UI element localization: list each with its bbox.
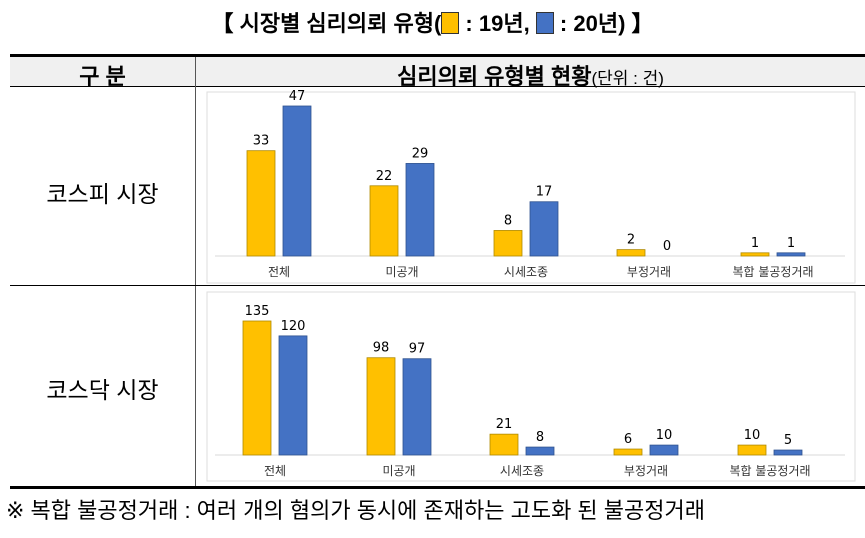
bar-20 — [773, 449, 803, 456]
category-label: 부정거래 — [624, 464, 668, 478]
category-label: 복합 불공정거래 — [732, 265, 813, 279]
data-label: 21 — [496, 417, 513, 432]
header-category: 구 분 — [79, 64, 126, 89]
data-label: 0 — [663, 239, 671, 254]
data-label: 120 — [281, 319, 306, 334]
data-label: 8 — [536, 430, 544, 445]
bar-19 — [740, 252, 770, 257]
category-label: 전체 — [268, 265, 290, 279]
data-label: 8 — [504, 213, 512, 228]
legend-swatch-20 — [535, 12, 554, 34]
bar-20 — [649, 444, 679, 456]
bar-19 — [366, 357, 396, 456]
data-label: 47 — [289, 89, 306, 104]
page-title: 【 시장별 심리의뢰 유형( : 19년, : 20년) 】 — [211, 11, 654, 36]
bar-19 — [493, 230, 523, 257]
bar-20 — [402, 358, 432, 456]
bar-19 — [489, 433, 519, 456]
category-label: 복합 불공정거래 — [729, 464, 810, 478]
data-label: 17 — [536, 185, 553, 200]
row-divider — [10, 285, 865, 286]
table-header — [10, 57, 865, 87]
data-label: 2 — [627, 233, 635, 248]
legend-swatch-19 — [441, 12, 460, 34]
bar-20 — [776, 252, 806, 257]
data-label: 29 — [412, 146, 429, 161]
category-label: 시세조종 — [500, 464, 544, 478]
header-status: 심리의뢰 유형별 현황(단위 : 건) — [397, 64, 664, 89]
data-label: 33 — [253, 134, 270, 149]
bar-19 — [242, 320, 272, 456]
bar-20 — [525, 446, 555, 456]
bar-19 — [616, 249, 646, 257]
bar-19 — [369, 185, 399, 257]
data-label: 97 — [409, 342, 426, 357]
summary-table: 구 분 심리의뢰 유형별 현황(단위 : 건) 코스피 시장 코스닥 시장 33… — [10, 54, 865, 489]
bar-19 — [613, 448, 643, 456]
column-divider — [195, 57, 196, 486]
category-label: 미공개 — [385, 265, 418, 279]
row-label-kospi: 코스피 시장 — [46, 181, 159, 207]
data-label: 1 — [751, 236, 759, 251]
footnote: ※ 복합 불공정거래 : 여러 개의 혐의가 동시에 존재하는 고도화 된 불공… — [6, 498, 705, 523]
data-label: 1 — [787, 236, 795, 251]
category-label: 전체 — [264, 464, 286, 478]
bar-20 — [278, 335, 308, 456]
category-label: 시세조종 — [504, 265, 548, 279]
data-label: 10 — [656, 428, 673, 443]
category-label: 부정거래 — [627, 265, 671, 279]
data-label: 10 — [744, 428, 761, 443]
bar-20 — [405, 163, 435, 257]
data-label: 22 — [376, 169, 393, 184]
data-label: 98 — [373, 341, 390, 356]
data-label: 135 — [245, 304, 270, 319]
bar-19 — [246, 150, 276, 257]
bar-20 — [282, 105, 312, 257]
row-label-kosdaq: 코스닥 시장 — [46, 377, 159, 403]
data-label: 5 — [784, 433, 792, 448]
chart-kosdaq: 135 120 전체 98 97 미공개 21 8 시세조종 6 10 부정거래 10 5 복합 불공정거래 — [206, 291, 856, 482]
category-label: 미공개 — [382, 464, 415, 478]
bar-19 — [737, 444, 767, 456]
bar-20 — [529, 201, 559, 257]
chart-kospi: 33 47 전체 22 29 미공개 8 17 시세조종 2 0 부정거래 1 1 복합 불공정거래 — [206, 89, 856, 284]
data-label: 6 — [624, 432, 632, 447]
